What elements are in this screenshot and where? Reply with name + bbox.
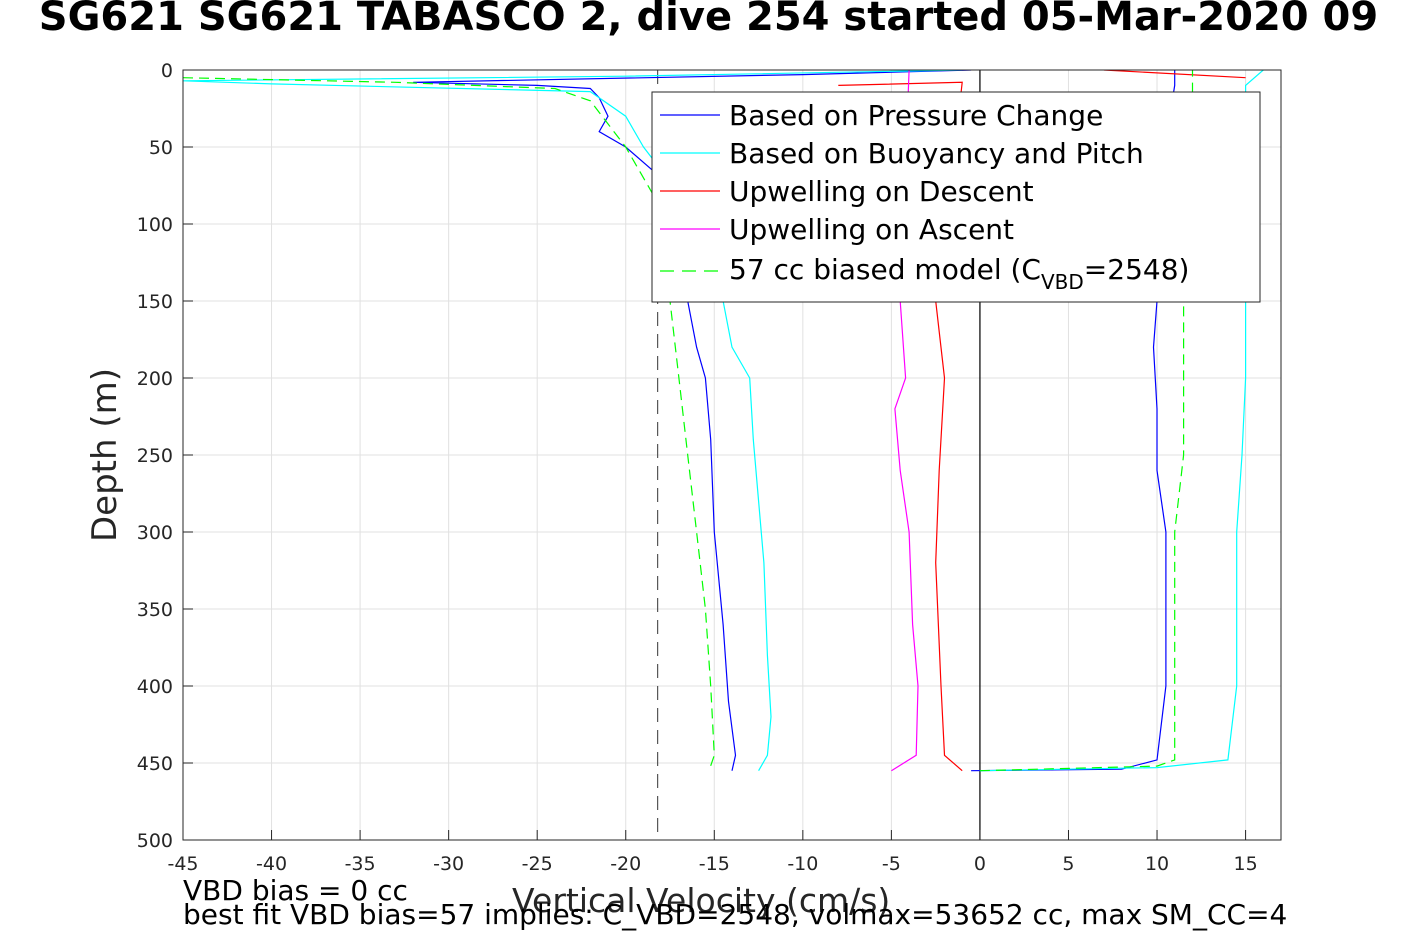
y-tick-label: 50 xyxy=(149,137,173,159)
legend-model-suffix: =2548) xyxy=(1084,253,1190,286)
footnote-bias: VBD bias = 0 cc xyxy=(183,874,408,907)
x-tick-label: 15 xyxy=(1233,853,1257,875)
y-tick-label: 200 xyxy=(137,368,173,390)
y-tick-label: 150 xyxy=(137,291,173,313)
x-tick-label: -40 xyxy=(256,853,287,875)
x-tick-label: 10 xyxy=(1145,853,1169,875)
legend-box xyxy=(651,91,1261,303)
y-tick-label: 0 xyxy=(161,60,173,82)
series-line-3-ascent xyxy=(1103,70,1246,79)
y-tick-label: 450 xyxy=(137,753,173,775)
y-tick-label: 400 xyxy=(137,676,173,698)
x-tick-label: -15 xyxy=(699,853,730,875)
legend-label-model: 57 cc biased model (CVBD=2548) xyxy=(729,253,1189,294)
x-tick-label: -25 xyxy=(522,853,553,875)
footnote-best-fit: best fit VBD bias=57 implies: C_VBD=2548… xyxy=(183,898,1288,931)
legend-label-1: Based on Pressure Change xyxy=(729,99,1103,132)
chart-title: SG621 SG621 TABASCO 2, dive 254 started … xyxy=(38,0,1379,40)
x-axis-label: Vertical Velocity (cm/s) xyxy=(512,881,890,920)
x-tick-label: 5 xyxy=(1062,853,1074,875)
y-tick-label: 350 xyxy=(137,599,173,621)
series-line-2-descent xyxy=(183,70,963,771)
legend: Based on Pressure Change Based on Buoyanc… xyxy=(651,91,1261,303)
legend-label-2: Based on Buoyancy and Pitch xyxy=(729,137,1144,170)
y-tick-label: 100 xyxy=(137,214,173,236)
y-tick-label: 300 xyxy=(137,522,173,544)
legend-label-3: Upwelling on Descent xyxy=(729,175,1034,208)
y-axis-label: Depth (m) xyxy=(85,368,125,542)
legend-model-prefix: 57 cc biased model (C xyxy=(729,253,1041,286)
y-tick-label: 500 xyxy=(137,830,173,852)
axis-ticks: -45 -40 -35 -30 -25 -20 -15 -10 -5 0 5 10 1505010015… xyxy=(137,60,1258,875)
x-tick-label: -30 xyxy=(433,853,464,875)
legend-label-4: Upwelling on Ascent xyxy=(729,213,1014,246)
x-tick-label: 0 xyxy=(974,853,986,875)
x-tick-label: -10 xyxy=(787,853,818,875)
x-tick-label: -35 xyxy=(345,853,376,875)
x-tick-label: -20 xyxy=(610,853,641,875)
x-tick-label: -5 xyxy=(882,853,901,875)
y-tick-label: 250 xyxy=(137,445,173,467)
legend-model-sub: VBD xyxy=(1041,270,1084,294)
x-tick-label: -45 xyxy=(167,853,198,875)
